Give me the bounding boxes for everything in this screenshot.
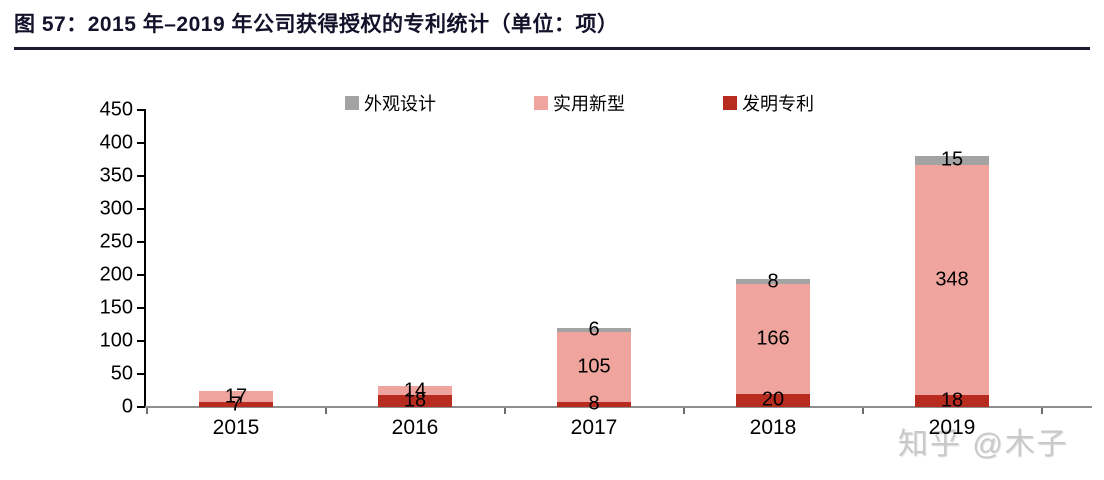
y-tick-mark bbox=[137, 373, 145, 375]
bar-value-label: 105 bbox=[577, 355, 611, 378]
y-tick-mark bbox=[137, 307, 145, 309]
bar-value-label: 8 bbox=[767, 270, 779, 293]
bar-value-label: 20 bbox=[761, 388, 785, 411]
legend-swatch-icon bbox=[345, 96, 359, 110]
x-tick-mark bbox=[682, 408, 685, 414]
x-tick-mark bbox=[503, 408, 506, 414]
bar-segment-发明专利 bbox=[557, 401, 631, 407]
x-axis-line bbox=[145, 406, 1092, 408]
x-tick-label: 2017 bbox=[570, 416, 618, 439]
figure-title: 图 57：2015 年–2019 年公司获得授权的专利统计（单位：项） bbox=[14, 13, 619, 36]
bar-value-label: 18 bbox=[403, 389, 427, 412]
bar-segment-实用新型 bbox=[378, 385, 452, 396]
y-tick-label: 100 bbox=[99, 329, 133, 352]
x-tick-label: 2015 bbox=[212, 416, 260, 439]
chart-legend: 外观设计 实用新型 发明专利 bbox=[345, 90, 814, 116]
y-tick-mark bbox=[137, 274, 145, 276]
bar-segment-实用新型 bbox=[199, 391, 273, 403]
y-tick-mark bbox=[137, 241, 145, 243]
x-tick-label: 2016 bbox=[391, 416, 439, 439]
y-tick-label: 250 bbox=[99, 230, 133, 253]
bar-value-label: 8 bbox=[588, 392, 600, 415]
y-tick-mark bbox=[137, 142, 145, 144]
legend-swatch-icon bbox=[723, 96, 737, 110]
bar-segment-实用新型 bbox=[915, 165, 989, 396]
x-tick-label: 2019 bbox=[928, 416, 976, 439]
bar-segment-发明专利 bbox=[915, 395, 989, 407]
y-tick-label: 400 bbox=[99, 131, 133, 154]
y-tick-label: 350 bbox=[99, 164, 133, 187]
bar-segment-实用新型 bbox=[736, 284, 810, 394]
legend-label: 实用新型 bbox=[553, 94, 625, 114]
y-tick-label: 150 bbox=[99, 296, 133, 319]
y-tick-label: 300 bbox=[99, 197, 133, 220]
y-tick-mark bbox=[137, 109, 145, 111]
x-tick-mark bbox=[1040, 408, 1043, 414]
bar-value-label: 6 bbox=[588, 318, 600, 341]
legend-swatch-icon bbox=[534, 96, 548, 110]
bar-value-label: 14 bbox=[403, 379, 427, 401]
x-tick-mark bbox=[324, 408, 327, 414]
bar-value-label: 166 bbox=[756, 327, 790, 350]
bar-value-label: 17 bbox=[224, 385, 248, 408]
y-tick-label: 450 bbox=[99, 98, 133, 121]
y-tick-mark bbox=[137, 208, 145, 210]
watermark: 知乎 @木子 bbox=[898, 428, 1069, 461]
y-axis-line bbox=[144, 109, 146, 408]
y-tick-label: 50 bbox=[110, 362, 133, 385]
bar-segment-发明专利 bbox=[736, 393, 810, 407]
bar-value-label: 18 bbox=[940, 389, 964, 412]
legend-item: 发明专利 bbox=[723, 90, 814, 116]
legend-item: 外观设计 bbox=[345, 90, 436, 116]
bar-segment-外观设计 bbox=[915, 155, 989, 166]
bar-segment-发明专利 bbox=[378, 395, 452, 407]
y-tick-label: 0 bbox=[121, 395, 133, 418]
bar-segment-发明专利 bbox=[199, 402, 273, 407]
y-tick-mark bbox=[137, 340, 145, 342]
bar-value-label: 15 bbox=[940, 148, 964, 171]
x-tick-mark bbox=[861, 408, 864, 414]
x-tick-mark bbox=[145, 408, 148, 414]
bar-value-label: 348 bbox=[935, 268, 969, 291]
x-tick-label: 2018 bbox=[749, 416, 797, 439]
bar-segment-实用新型 bbox=[557, 332, 631, 402]
y-tick-mark bbox=[137, 175, 145, 177]
bar-segment-外观设计 bbox=[736, 278, 810, 285]
y-tick-label: 200 bbox=[99, 263, 133, 286]
bar-segment-外观设计 bbox=[557, 328, 631, 333]
y-tick-mark bbox=[137, 406, 145, 408]
legend-item: 实用新型 bbox=[534, 90, 625, 116]
legend-label: 外观设计 bbox=[364, 94, 436, 114]
title-underline bbox=[14, 47, 1090, 50]
bar-value-label: 7 bbox=[230, 393, 242, 416]
legend-label: 发明专利 bbox=[742, 94, 814, 114]
